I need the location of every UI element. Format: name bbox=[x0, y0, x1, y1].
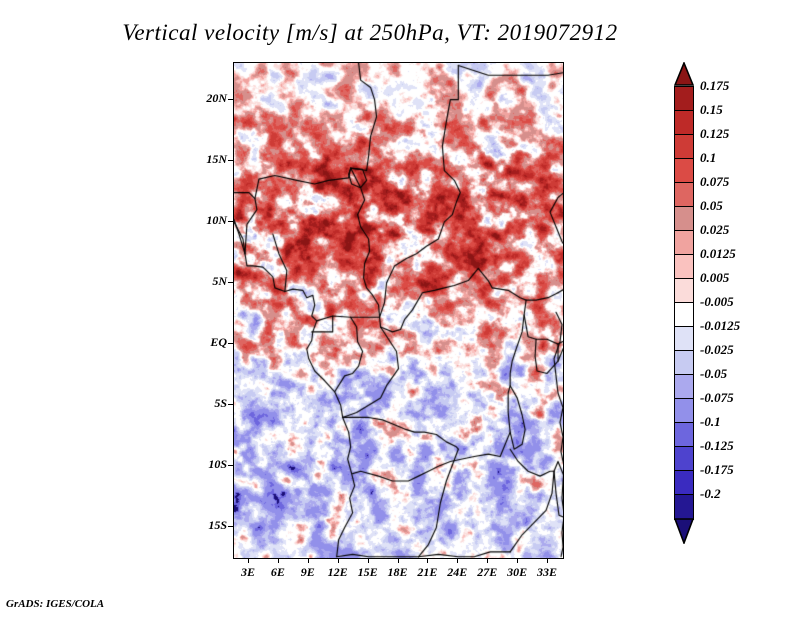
x-axis-tick bbox=[517, 558, 519, 563]
colorbar-swatch bbox=[674, 86, 694, 112]
colorbar-tick-label: -0.0125 bbox=[700, 318, 741, 333]
x-axis-tick-label: 27E bbox=[477, 565, 498, 579]
y-axis-tick-label: 20N bbox=[206, 90, 227, 105]
colorbar-tick-label: 0.05 bbox=[700, 198, 723, 213]
x-axis-tick-label: 15E bbox=[357, 565, 378, 579]
colorbar-swatch bbox=[674, 110, 694, 136]
colorbar-swatch bbox=[674, 446, 694, 472]
y-axis-tick-label: 15S bbox=[208, 518, 227, 533]
colorbar-swatch bbox=[674, 134, 694, 160]
colorbar[interactable]: 0.175 0.15 0.125 0.1 0.075 0.05 0.025 0.0125 0.0… bbox=[672, 60, 796, 556]
y-axis-tick-label: 10S bbox=[208, 457, 227, 472]
colorbar-tick-label: -0.175 bbox=[700, 462, 734, 477]
colorbar-swatch bbox=[674, 302, 694, 328]
colorbar-swatch bbox=[674, 278, 694, 304]
y-axis-tick bbox=[228, 282, 233, 283]
colorbar-swatch bbox=[674, 470, 694, 496]
colorbar-tick-label: 0.125 bbox=[700, 126, 730, 141]
colorbar-tick-label: -0.1 bbox=[700, 414, 721, 429]
colorbar-swatch bbox=[674, 182, 694, 208]
colorbar-swatch bbox=[674, 206, 694, 232]
x-axis-tick-label: 21E bbox=[417, 565, 438, 579]
colorbar-tick-label: 0.005 bbox=[700, 270, 730, 285]
x-axis-tick-label: 9E bbox=[300, 565, 315, 579]
x-axis-tick bbox=[247, 558, 249, 563]
colorbar-swatch bbox=[674, 158, 694, 184]
y-axis-tick bbox=[228, 98, 233, 100]
y-axis-tick bbox=[228, 343, 233, 345]
y-axis-tick-label: 10N bbox=[206, 212, 227, 227]
colorbar-swatch bbox=[674, 350, 694, 376]
grads-credit: GrADS: IGES/COLA bbox=[6, 598, 105, 610]
map-plot-area[interactable] bbox=[233, 62, 564, 559]
x-axis-tick bbox=[307, 558, 309, 563]
colorbar-swatch bbox=[674, 230, 694, 256]
x-axis-tick-label: 24E bbox=[447, 565, 468, 579]
colorbar-swatch bbox=[674, 494, 694, 520]
x-axis-tick bbox=[547, 558, 549, 563]
y-axis-tick bbox=[228, 465, 233, 467]
y-axis-tick bbox=[228, 526, 233, 528]
coastline-border-overlay bbox=[234, 63, 563, 558]
y-axis-tick bbox=[228, 220, 233, 222]
x-axis-tick bbox=[277, 558, 279, 563]
colorbar-tick-label: 0.0125 bbox=[700, 246, 736, 261]
x-axis-tick-label: 3E bbox=[240, 565, 255, 579]
page-title: Vertical velocity [m/s] at 250hPa, VT: 2… bbox=[122, 20, 618, 45]
x-axis-tick bbox=[427, 558, 429, 563]
colorbar-swatch bbox=[674, 254, 694, 280]
x-axis-tick-label: 6E bbox=[270, 565, 285, 579]
colorbar-tick-label: 0.1 bbox=[700, 150, 717, 165]
x-axis-tick bbox=[337, 558, 339, 563]
y-axis-tick bbox=[228, 404, 233, 406]
y-axis-tick-label: 5N bbox=[212, 274, 227, 288]
x-axis-tick bbox=[457, 558, 459, 563]
y-axis-tick bbox=[228, 159, 233, 161]
colorbar-tick-label: 0.15 bbox=[700, 102, 723, 117]
colorbar-tick-label: -0.075 bbox=[700, 390, 734, 405]
colorbar-min-arrow bbox=[673, 518, 695, 546]
colorbar-swatch bbox=[674, 398, 694, 424]
x-axis-tick-label: 33E bbox=[537, 565, 558, 579]
colorbar-tick-label: 0.025 bbox=[700, 222, 730, 237]
x-axis-tick bbox=[487, 558, 489, 563]
colorbar-max-arrow bbox=[673, 60, 695, 86]
x-axis-tick bbox=[397, 558, 399, 563]
colorbar-tick-label: -0.05 bbox=[700, 366, 728, 381]
x-axis-tick bbox=[367, 558, 369, 563]
x-axis-tick-label: 30E bbox=[507, 565, 528, 579]
colorbar-tick-label: 0.075 bbox=[700, 174, 730, 189]
y-axis-tick-label: EQ bbox=[210, 335, 227, 350]
x-axis-tick-label: 18E bbox=[387, 565, 408, 579]
y-axis-tick-label: 5S bbox=[214, 396, 227, 411]
colorbar-tick-label: -0.125 bbox=[700, 438, 734, 453]
x-axis-tick-label: 12E bbox=[327, 565, 348, 579]
colorbar-tick-label: 0.175 bbox=[700, 78, 730, 93]
colorbar-tick-label: -0.2 bbox=[700, 486, 721, 501]
colorbar-swatch bbox=[674, 374, 694, 400]
colorbar-tick-label: -0.005 bbox=[700, 294, 734, 309]
colorbar-tick-label: -0.025 bbox=[700, 342, 734, 357]
colorbar-swatch bbox=[674, 326, 694, 352]
colorbar-swatch bbox=[674, 422, 694, 448]
y-axis-tick-label: 15N bbox=[206, 151, 227, 166]
